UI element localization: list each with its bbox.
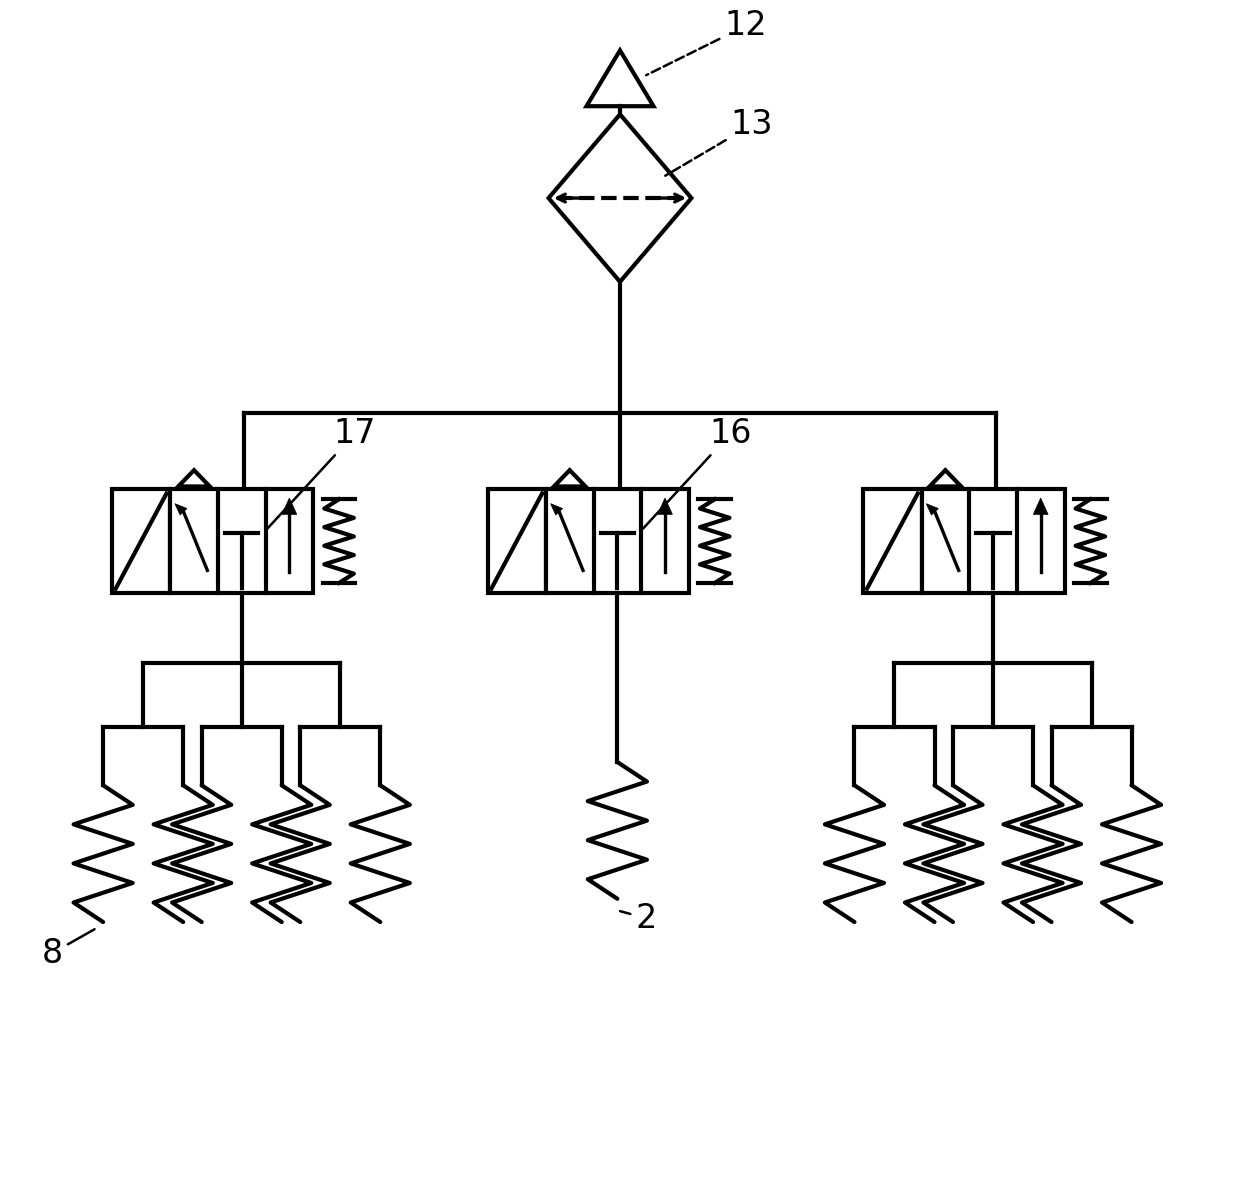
Polygon shape [551,503,563,515]
Polygon shape [926,503,939,515]
Polygon shape [657,498,672,514]
Polygon shape [930,470,961,487]
Polygon shape [281,498,296,514]
Bar [487,489,546,593]
Polygon shape [548,114,692,282]
Text: 2: 2 [620,902,657,935]
Bar [170,489,314,593]
Polygon shape [175,503,187,515]
Polygon shape [179,470,210,487]
Bar [863,489,921,593]
Polygon shape [1033,498,1048,514]
Text: 13: 13 [665,108,774,176]
Bar [921,489,1064,593]
Bar [546,489,689,593]
Polygon shape [587,51,653,106]
Bar [112,489,170,593]
Text: 8: 8 [42,929,94,970]
Text: 17: 17 [268,417,376,528]
Text: 16: 16 [644,417,751,528]
Polygon shape [554,470,585,487]
Text: 12: 12 [646,9,768,75]
